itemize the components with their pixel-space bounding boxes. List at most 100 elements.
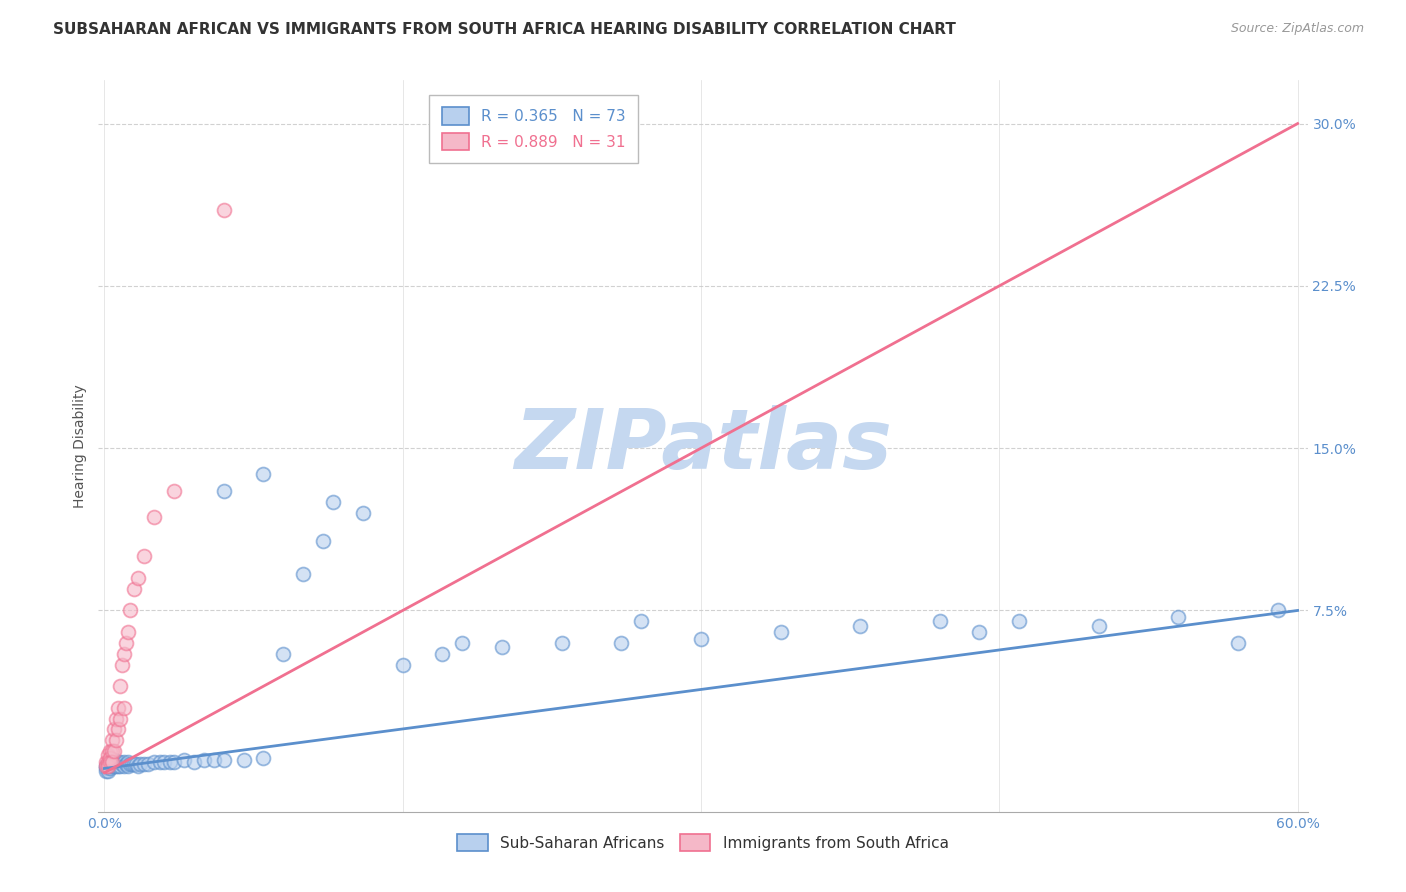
Point bbox=[97, 755, 120, 769]
Point bbox=[101, 744, 124, 758]
Point bbox=[97, 759, 120, 773]
Point bbox=[97, 764, 120, 778]
Point bbox=[193, 753, 215, 767]
Point bbox=[96, 759, 118, 773]
Point bbox=[97, 761, 120, 775]
Point bbox=[136, 757, 159, 772]
Point bbox=[252, 467, 274, 482]
Point bbox=[112, 755, 135, 769]
Point bbox=[107, 723, 129, 737]
Point bbox=[163, 484, 186, 499]
Point bbox=[391, 657, 413, 672]
Point bbox=[252, 750, 274, 764]
Point bbox=[101, 759, 124, 773]
Point bbox=[212, 753, 235, 767]
Point bbox=[105, 755, 128, 769]
Point bbox=[928, 615, 950, 629]
Point bbox=[103, 723, 125, 737]
Point bbox=[163, 755, 186, 769]
Point bbox=[134, 757, 156, 772]
Point bbox=[105, 733, 128, 747]
Point bbox=[491, 640, 513, 655]
Text: SUBSAHARAN AFRICAN VS IMMIGRANTS FROM SOUTH AFRICA HEARING DISABILITY CORRELATIO: SUBSAHARAN AFRICAN VS IMMIGRANTS FROM SO… bbox=[53, 22, 956, 37]
Point bbox=[173, 753, 195, 767]
Point bbox=[121, 757, 143, 772]
Point bbox=[202, 753, 225, 767]
Point bbox=[96, 759, 118, 773]
Point bbox=[112, 647, 135, 661]
Point bbox=[432, 647, 454, 661]
Point bbox=[98, 755, 121, 769]
Point bbox=[969, 625, 991, 640]
Point bbox=[97, 748, 120, 763]
Point bbox=[101, 757, 124, 772]
Point bbox=[120, 757, 142, 772]
Point bbox=[1087, 618, 1109, 632]
Point bbox=[551, 636, 574, 650]
Legend: Sub-Saharan Africans, Immigrants from South Africa: Sub-Saharan Africans, Immigrants from So… bbox=[450, 826, 956, 859]
Point bbox=[1226, 636, 1249, 650]
Point bbox=[125, 757, 148, 772]
Point bbox=[110, 679, 132, 693]
Point bbox=[120, 603, 142, 617]
Point bbox=[122, 582, 145, 596]
Point bbox=[101, 755, 124, 769]
Point bbox=[232, 753, 254, 767]
Point bbox=[212, 484, 235, 499]
Point bbox=[153, 755, 176, 769]
Point bbox=[97, 757, 120, 772]
Point bbox=[1267, 603, 1289, 617]
Point bbox=[105, 759, 128, 773]
Point bbox=[98, 757, 121, 772]
Point bbox=[97, 759, 120, 773]
Point bbox=[127, 571, 149, 585]
Point bbox=[107, 701, 129, 715]
Point bbox=[103, 744, 125, 758]
Point bbox=[103, 757, 125, 772]
Point bbox=[103, 753, 125, 767]
Point bbox=[122, 757, 145, 772]
Point bbox=[98, 759, 121, 773]
Point bbox=[849, 618, 872, 632]
Point bbox=[96, 755, 118, 769]
Point bbox=[1167, 610, 1189, 624]
Point bbox=[127, 759, 149, 773]
Point bbox=[273, 647, 295, 661]
Point bbox=[112, 701, 135, 715]
Point bbox=[117, 759, 139, 773]
Point bbox=[149, 755, 172, 769]
Point bbox=[134, 549, 156, 564]
Point bbox=[96, 761, 118, 775]
Point bbox=[322, 495, 344, 509]
Point bbox=[98, 761, 121, 775]
Point bbox=[111, 657, 134, 672]
Point bbox=[117, 625, 139, 640]
Point bbox=[159, 755, 181, 769]
Point bbox=[451, 636, 474, 650]
Point bbox=[183, 755, 205, 769]
Point bbox=[117, 755, 139, 769]
Point bbox=[98, 750, 121, 764]
Point bbox=[129, 757, 152, 772]
Point bbox=[107, 755, 129, 769]
Point bbox=[98, 755, 121, 769]
Point bbox=[107, 759, 129, 773]
Point bbox=[96, 764, 118, 778]
Point bbox=[143, 755, 166, 769]
Point bbox=[292, 566, 315, 581]
Y-axis label: Hearing Disability: Hearing Disability bbox=[73, 384, 87, 508]
Point bbox=[111, 757, 134, 772]
Point bbox=[312, 534, 335, 549]
Point bbox=[610, 636, 633, 650]
Point bbox=[98, 744, 121, 758]
Point bbox=[110, 759, 132, 773]
Point bbox=[690, 632, 713, 646]
Point bbox=[103, 759, 125, 773]
Point bbox=[143, 510, 166, 524]
Text: ZIPatlas: ZIPatlas bbox=[515, 406, 891, 486]
Point bbox=[630, 615, 652, 629]
Point bbox=[769, 625, 792, 640]
Point bbox=[112, 759, 135, 773]
Point bbox=[1008, 615, 1031, 629]
Text: Source: ZipAtlas.com: Source: ZipAtlas.com bbox=[1230, 22, 1364, 36]
